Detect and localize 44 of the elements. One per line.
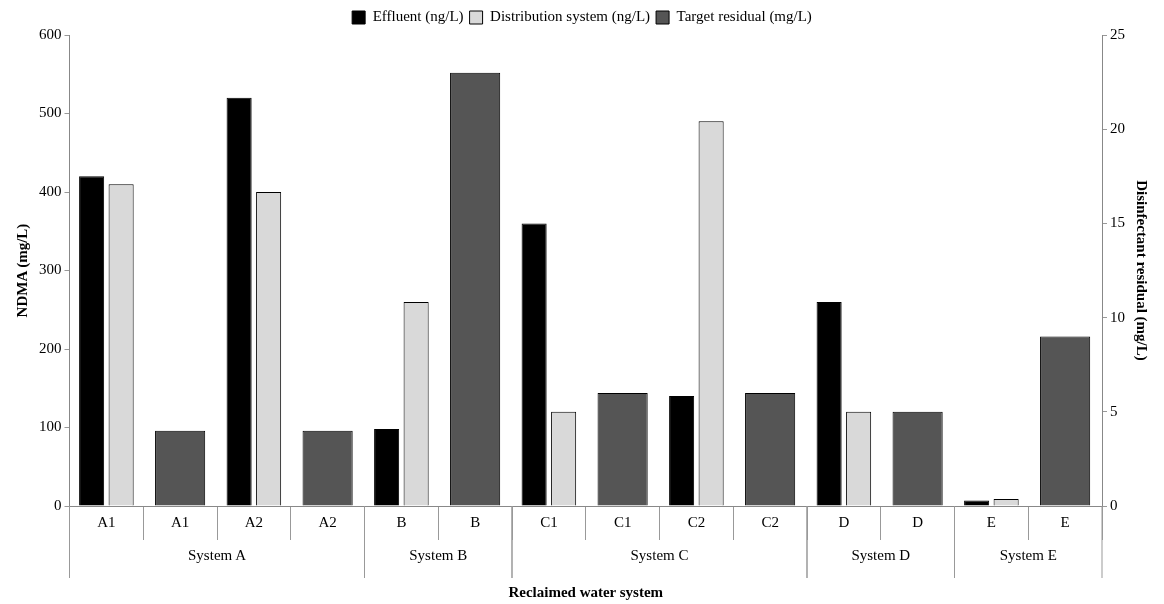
bar [521,223,547,506]
y2-tick-label: 25 [1110,25,1125,42]
x-tick-label: D [838,513,850,530]
x-tick-label: C1 [613,513,632,530]
bar [816,301,842,506]
x-tick-label: C2 [687,513,706,530]
y-tick-label: 200 [39,339,62,356]
x-axis-title: Reclaimed water system [508,583,664,600]
x-tick-label: E [986,513,996,530]
y2-tick-label: 0 [1110,496,1118,513]
text: System E [999,546,1057,563]
x-tick-label: A1 [170,513,190,530]
y-tick-label: 500 [39,104,62,121]
legend-label: Target residual (mg/L) [676,8,812,26]
y-tick-label: 100 [39,418,62,435]
y2-axis-title: Disinfectant residual (mg/L) [1133,180,1151,361]
x-tick-label: A2 [318,513,337,530]
bar [79,176,105,506]
bar [374,429,400,506]
y-tick-label: 600 [39,25,62,42]
y2-tick-label: 10 [1110,308,1125,325]
y2-tick-label: 20 [1110,120,1125,137]
x-tick-label: B [470,513,481,530]
x-tick-label: D [912,513,924,530]
y-tick-label: 0 [54,496,62,513]
text: System A [188,546,247,563]
y2-tick-label: 15 [1110,214,1125,231]
y-tick-label: 300 [39,261,62,278]
y2-tick-label: 5 [1110,402,1118,419]
text: System B [409,546,468,563]
y-tick-label: 400 [39,182,62,199]
text: System D [851,546,911,563]
y-axis-title: NDMA (mg/L) [13,223,31,318]
legend-label: Distribution system (ng/L) [490,8,651,26]
x-tick-label: B [396,513,407,530]
text: System C [630,546,689,563]
legend-label: Effluent (ng/L) [372,8,464,26]
bar [226,97,252,506]
x-tick-label: A1 [97,513,116,530]
x-tick-label: C1 [540,513,558,530]
x-tick-label: C2 [761,513,779,530]
x-tick-label: A2 [244,513,264,530]
bar [669,396,695,506]
x-tick-label: E [1060,513,1070,530]
